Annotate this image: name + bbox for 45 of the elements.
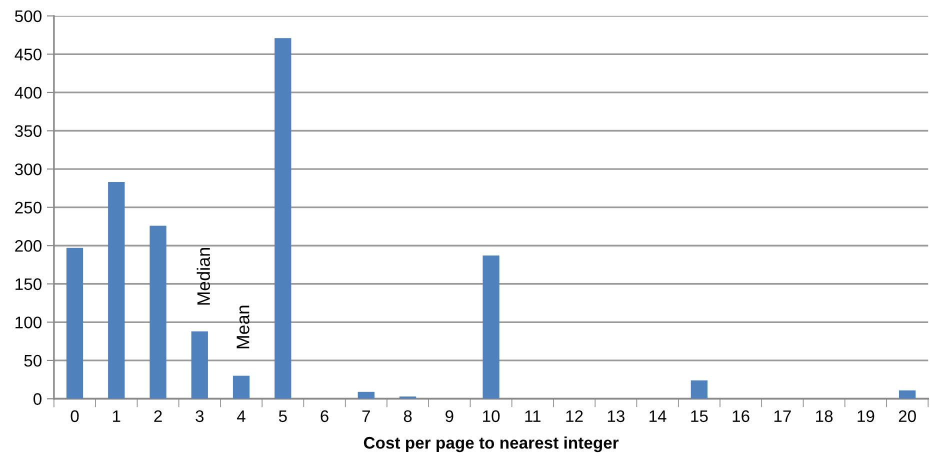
x-tick-label: 13 bbox=[608, 410, 624, 422]
x-tick-label: 2 bbox=[154, 410, 162, 422]
x-tick-label: 1 bbox=[113, 410, 120, 422]
x-tick-label: 14 bbox=[650, 410, 666, 422]
bar bbox=[191, 331, 208, 399]
y-tick-label: 100 bbox=[16, 316, 42, 328]
y-tick-label: 250 bbox=[15, 202, 42, 214]
y-tick-label: 200 bbox=[15, 240, 42, 252]
y-tick-label: 350 bbox=[14, 125, 42, 137]
x-tick-label: 3 bbox=[196, 410, 204, 422]
bar bbox=[150, 226, 166, 399]
annotation: Median bbox=[196, 248, 210, 305]
x-tick-label: 9 bbox=[446, 410, 454, 422]
x-tick-label: 16 bbox=[732, 410, 750, 422]
y-tick-label: 400 bbox=[14, 86, 42, 99]
bar bbox=[274, 38, 292, 399]
bar bbox=[232, 376, 250, 399]
x-tick-label: 11 bbox=[525, 410, 541, 422]
x-tick-label: 0 bbox=[70, 410, 79, 422]
x-tick-label: 6 bbox=[320, 410, 328, 422]
annotation: Mean bbox=[236, 306, 250, 348]
bar bbox=[482, 256, 500, 399]
x-axis-title: Cost per page to nearest integer bbox=[364, 436, 619, 452]
bar bbox=[108, 182, 125, 399]
x-tick-label: 10 bbox=[483, 410, 500, 422]
y-tick-label: 500 bbox=[14, 10, 42, 22]
bar bbox=[66, 248, 84, 399]
x-tick-label: 7 bbox=[362, 410, 370, 422]
x-tick-label: 12 bbox=[566, 410, 583, 422]
y-tick-label: 300 bbox=[14, 163, 42, 176]
x-tick-label: 15 bbox=[691, 410, 708, 422]
x-tick-label: 4 bbox=[237, 410, 246, 422]
y-tick-label: 50 bbox=[24, 354, 42, 367]
x-tick-label: 19 bbox=[858, 410, 874, 422]
bar bbox=[690, 380, 708, 399]
x-tick-label: 20 bbox=[898, 410, 916, 422]
x-tick-label: 8 bbox=[404, 410, 412, 422]
y-tick-label: 150 bbox=[16, 278, 42, 290]
y-tick-label: 450 bbox=[14, 48, 42, 60]
x-tick-label: 18 bbox=[816, 410, 833, 422]
bar bbox=[358, 392, 374, 399]
x-tick-label: 17 bbox=[774, 410, 791, 422]
x-tick-label: 5 bbox=[278, 410, 287, 422]
bar bbox=[899, 390, 916, 399]
y-tick-label: 0 bbox=[34, 393, 42, 405]
